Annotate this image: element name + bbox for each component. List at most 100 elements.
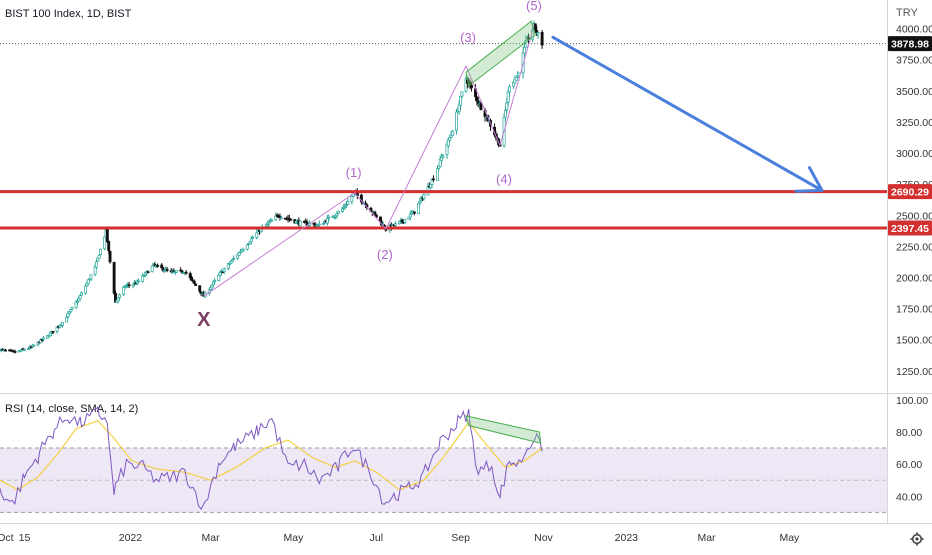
candle-body	[429, 184, 433, 188]
candle-body	[89, 274, 93, 280]
candle-body	[245, 244, 249, 250]
candle-body	[99, 248, 102, 256]
level-upper-tag: 2690.29	[891, 187, 929, 199]
candle-body	[210, 284, 214, 289]
rsi-tick-label: 60.00	[896, 459, 922, 471]
level-upper-tag-bg	[888, 184, 932, 200]
price-tick-label: 3250.00	[896, 117, 932, 129]
candle-body	[175, 270, 179, 273]
wave-line	[385, 65, 467, 230]
candle-body	[192, 280, 196, 284]
candle-body	[475, 96, 479, 102]
candle-body	[108, 250, 112, 263]
level-lower-tag: 2397.45	[891, 223, 929, 235]
candle-body	[190, 276, 194, 280]
candle-body	[417, 203, 420, 215]
candle-body	[65, 316, 69, 323]
price-tick-label: 2500.00	[896, 210, 932, 222]
time-tick-label: Mar	[202, 532, 221, 544]
time-tick-label: May	[284, 532, 305, 544]
candle-body	[118, 294, 122, 298]
candle-body	[514, 77, 518, 81]
candle-body	[321, 223, 325, 226]
candle-body	[103, 236, 107, 250]
candle-body	[505, 102, 509, 111]
candle-body	[241, 248, 245, 252]
price-tick-label: 3000.00	[896, 148, 932, 160]
candle-body	[346, 201, 350, 205]
candle-body	[51, 331, 55, 333]
candle-body	[289, 218, 293, 221]
candle-body	[156, 265, 160, 267]
candle-body	[536, 32, 540, 35]
symbol-title: BIST 100 Index, 1D, BIST	[5, 8, 132, 20]
candle-body	[84, 285, 88, 294]
time-tick-label: 2023	[615, 532, 639, 544]
gear-icon	[910, 532, 924, 546]
candle-body	[122, 286, 126, 295]
forecast-arrow	[551, 35, 824, 192]
time-tick-label: Oct	[0, 532, 14, 544]
rsi-tick-label: 40.00	[896, 491, 922, 503]
candle-body	[459, 96, 463, 106]
candle-body	[373, 211, 377, 215]
candle-body	[450, 130, 454, 137]
rsi-tick-label: 80.00	[896, 427, 922, 439]
candle-body	[184, 271, 188, 274]
candle-body	[325, 217, 329, 224]
candle-body	[317, 223, 321, 226]
candle-body	[393, 223, 397, 226]
rsi-tick-label: 100.00	[896, 395, 928, 407]
rsi-line	[0, 406, 543, 511]
candle-body	[249, 238, 253, 243]
candle-body	[470, 84, 473, 89]
candle-body	[407, 216, 411, 220]
time-tick-label: Sep	[451, 532, 470, 544]
candle-body	[80, 292, 83, 296]
price-tick-label: 2000.00	[896, 273, 932, 285]
candle-body	[298, 220, 302, 226]
wave-label: (1)	[346, 165, 362, 180]
candle-body	[436, 168, 439, 181]
wave-channel-box	[465, 20, 536, 87]
candle-body	[86, 279, 90, 284]
time-tick-label: May	[779, 532, 800, 544]
candle-body	[78, 295, 82, 300]
candle-body	[274, 215, 278, 221]
candle-body	[430, 179, 434, 185]
candle-body	[445, 144, 449, 155]
candle-body	[378, 216, 382, 222]
candle-body	[165, 269, 169, 271]
candle-body	[69, 309, 73, 313]
candle-body	[270, 219, 274, 222]
candle-body	[13, 351, 17, 353]
currency-label: TRY	[896, 7, 918, 19]
candle-body	[533, 23, 537, 31]
candle-body	[267, 221, 271, 225]
candle-body	[127, 284, 131, 287]
candle-body	[345, 204, 348, 207]
candle-body	[3, 349, 7, 352]
candle-body	[251, 237, 255, 240]
forecast-arrow-head	[794, 166, 824, 193]
candle-body	[161, 267, 165, 271]
candle-body	[222, 268, 226, 273]
wave-line	[465, 65, 501, 146]
settings-button[interactable]	[908, 530, 926, 548]
wave-line	[354, 192, 387, 230]
candle-body	[503, 109, 507, 118]
wave-label: (4)	[496, 172, 512, 187]
rsi-ma-line	[0, 419, 543, 491]
candle-body	[327, 216, 331, 219]
wave-line	[499, 25, 535, 146]
price-tick-label: 1250.00	[896, 366, 932, 378]
candle-body	[112, 262, 116, 294]
candle-body	[93, 266, 97, 275]
candle-body	[194, 283, 198, 286]
candle-body	[279, 217, 283, 220]
wave-label: (3)	[460, 30, 476, 45]
candle-body	[66, 313, 70, 318]
time-tick-label: 2022	[119, 532, 143, 544]
candle-body	[70, 307, 74, 310]
